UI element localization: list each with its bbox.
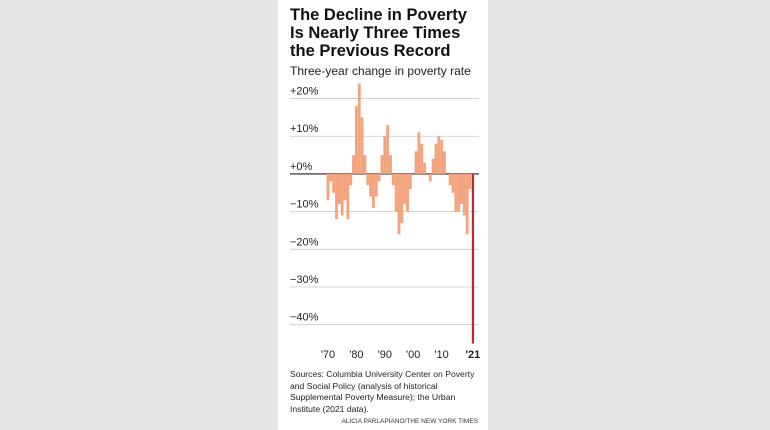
bar — [443, 151, 446, 174]
y-tick-label: −30% — [290, 274, 319, 286]
bar — [363, 155, 367, 174]
bar — [374, 173, 378, 197]
bar — [389, 155, 392, 174]
bar — [332, 173, 336, 193]
bar — [380, 155, 384, 174]
bar — [454, 173, 458, 212]
x-tick-label: '70 — [321, 349, 335, 361]
bar — [408, 173, 412, 190]
x-tick-label: '10 — [434, 349, 448, 361]
bar — [417, 132, 421, 174]
bar — [428, 173, 432, 182]
bar — [352, 155, 355, 174]
bar — [403, 173, 407, 205]
source-note: Sources: Columbia University Center on P… — [290, 369, 475, 414]
y-tick-label: −10% — [290, 199, 319, 211]
bar — [360, 117, 364, 174]
bar — [346, 173, 350, 220]
y-tick-label: −20% — [290, 236, 319, 248]
chart-title: The Decline in Poverty Is Nearly Three T… — [290, 6, 467, 60]
bar — [337, 173, 341, 205]
x-tick-label: '80 — [349, 349, 363, 361]
credit: ALICIA PARLAPIANO/THE NEW YORK TIMES — [341, 418, 478, 425]
bar — [414, 151, 418, 174]
bar — [420, 143, 424, 174]
x-tick-label: '21 — [465, 349, 480, 361]
bar — [468, 173, 472, 190]
bar — [431, 158, 435, 174]
bar — [329, 173, 333, 182]
bar — [406, 173, 409, 212]
bar — [451, 173, 455, 193]
bar — [434, 143, 438, 174]
y-tick-label: +10% — [290, 123, 319, 135]
bar — [391, 173, 395, 186]
bar — [354, 106, 358, 174]
x-tick-label: '90 — [378, 349, 392, 361]
y-tick-label: +20% — [290, 86, 319, 98]
bar — [366, 173, 370, 186]
bar — [400, 173, 404, 223]
bar — [335, 173, 338, 220]
bar — [349, 173, 353, 186]
bar — [357, 83, 361, 174]
bar — [471, 173, 475, 344]
bar — [440, 140, 444, 174]
bar — [457, 173, 461, 212]
bar — [383, 136, 387, 174]
bar — [465, 173, 469, 235]
y-tick-label: +0% — [290, 161, 313, 173]
bar — [386, 124, 390, 174]
bar — [377, 173, 381, 182]
bar — [437, 136, 441, 174]
bar — [340, 173, 344, 216]
bar — [462, 173, 466, 216]
bar — [448, 173, 452, 186]
bar — [397, 173, 401, 235]
bar — [423, 162, 426, 174]
y-tick-label: −40% — [290, 312, 319, 324]
bar — [394, 173, 398, 212]
panel — [278, 0, 488, 430]
x-tick-label: '00 — [406, 349, 420, 361]
bar — [460, 173, 463, 205]
bar — [372, 173, 375, 208]
bar — [326, 173, 330, 201]
chart-subtitle: Three-year change in poverty rate — [290, 64, 471, 78]
bar — [343, 173, 347, 201]
bar — [369, 173, 373, 197]
